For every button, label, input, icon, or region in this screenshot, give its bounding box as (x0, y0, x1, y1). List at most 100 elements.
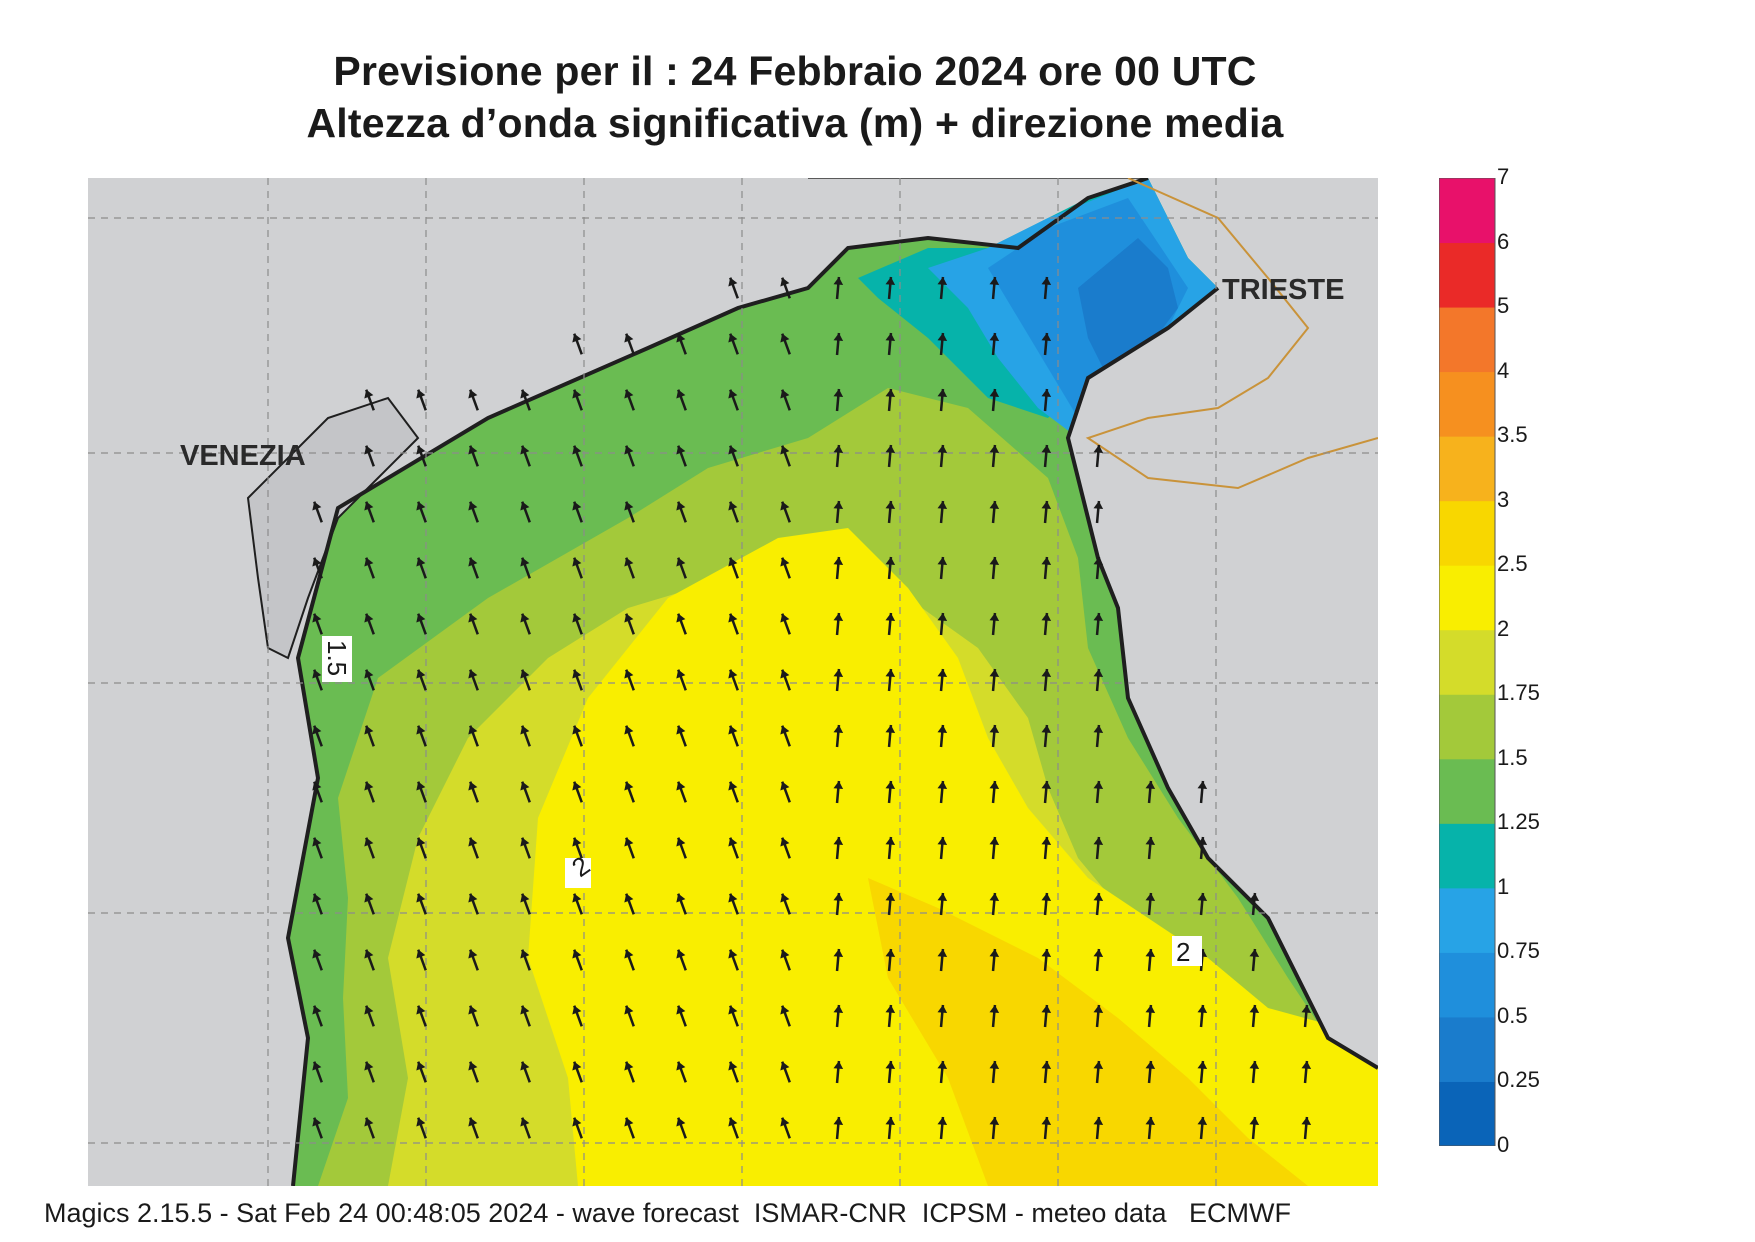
contour-labels: 1.5 2 2 (322, 636, 1202, 967)
wave-arrow-head (1093, 837, 1104, 846)
wave-arrow-head (364, 781, 374, 791)
wave-arrow-head (989, 949, 1000, 958)
wave-arrow-head (364, 557, 374, 567)
wave-arrow-head (885, 445, 896, 454)
wave-arrow-head (572, 557, 582, 567)
wave-arrow-head (520, 445, 530, 455)
legend-swatch (1439, 629, 1495, 695)
wave-arrow-head (833, 277, 844, 286)
wave-arrow-head (468, 949, 478, 959)
wave-arrow-head (1301, 1061, 1312, 1070)
wave-zone-0-25 (1078, 238, 1178, 378)
wave-arrow-head (312, 781, 322, 791)
wave-arrow-head (676, 669, 686, 679)
wave-arrow-head (312, 1117, 322, 1127)
wave-arrow-head (780, 1117, 790, 1127)
wave-arrow-head (833, 725, 844, 734)
wave-arrow-head (572, 501, 582, 511)
wave-arrow-head (1197, 837, 1208, 846)
wave-arrow-head (520, 725, 530, 735)
graticule (88, 178, 1378, 1186)
wave-arrow-head (1093, 1117, 1104, 1126)
wave-arrow-head (572, 333, 582, 343)
legend-swatch (1439, 1081, 1495, 1146)
wave-arrow-head (937, 1117, 948, 1126)
contour-label-box-mid (565, 858, 591, 888)
wave-arrow-head (728, 893, 738, 903)
wave-arrow-head (1041, 1005, 1052, 1014)
wave-arrow-head (312, 557, 322, 567)
wave-arrow-head (364, 669, 374, 679)
wave-arrow-head (1041, 669, 1052, 678)
legend-level-label: 0.5 (1497, 1002, 1528, 1028)
wave-arrow-head (520, 949, 530, 959)
wave-zone-2 (528, 528, 1378, 1186)
wave-arrow-head (937, 949, 948, 958)
wave-arrow-head (989, 1117, 1000, 1126)
wave-arrow-head (833, 1005, 844, 1014)
wave-arrow-head (416, 669, 426, 679)
wave-arrow-head (728, 669, 738, 679)
wave-arrow-head (780, 445, 790, 455)
wave-arrow-head (572, 893, 582, 903)
wave-arrow-head (989, 333, 1000, 342)
wave-arrow-head (833, 333, 844, 342)
wave-arrow-head (728, 501, 738, 511)
wave-arrow-head (1041, 333, 1052, 342)
wave-arrow-head (885, 725, 896, 734)
wave-arrow-head (416, 557, 426, 567)
wave-arrow-head (312, 893, 322, 903)
wave-arrow-head (989, 613, 1000, 622)
wave-arrow-head (416, 501, 426, 511)
wave-arrow-head (780, 837, 790, 847)
wave-arrow-head (520, 893, 530, 903)
wave-arrow-head (1041, 725, 1052, 734)
place-label-trieste: TRIESTE (1222, 274, 1345, 306)
wave-arrow-head (312, 1005, 322, 1015)
wave-arrow-head (989, 501, 1000, 510)
legend-level-label: 0.25 (1497, 1067, 1540, 1093)
wave-arrow-head (1301, 1005, 1312, 1014)
wave-arrow-head (780, 949, 790, 959)
wave-zone-2-5 (868, 878, 1308, 1186)
wave-arrow-head (1145, 893, 1156, 902)
wave-arrow-head (1041, 445, 1052, 454)
wave-arrow-head (728, 333, 738, 343)
wave-arrow-head (833, 445, 844, 454)
legend-swatch (1439, 823, 1495, 889)
wave-arrow-head (312, 613, 322, 623)
wave-arrow-head (937, 389, 948, 398)
wave-arrow-head (728, 949, 738, 959)
wave-arrow-head (1197, 1117, 1208, 1126)
wave-arrow-head (1197, 781, 1208, 790)
wave-arrow-head (1197, 893, 1208, 902)
wave-arrow-head (312, 669, 322, 679)
legend-level-label: 0.75 (1497, 938, 1540, 964)
wave-arrow-head (885, 893, 896, 902)
wave-arrow-head (520, 781, 530, 791)
wave-arrow-head (1093, 893, 1104, 902)
wave-arrow-head (989, 669, 1000, 678)
wave-arrow-head (520, 557, 530, 567)
wave-arrow-head (572, 781, 582, 791)
wave-arrow-head (937, 277, 948, 286)
wave-arrow-head (520, 389, 530, 399)
legend-swatch (1439, 952, 1495, 1018)
wave-arrow-head (364, 1005, 374, 1015)
wave-arrow-head (937, 557, 948, 566)
wave-arrow-head (780, 277, 790, 287)
wave-arrow-head (572, 837, 582, 847)
wave-arrow-head (833, 837, 844, 846)
legend-swatch (1439, 242, 1495, 308)
wave-arrow-head (780, 893, 790, 903)
wave-arrow-head (885, 837, 896, 846)
border-line (1085, 178, 1378, 490)
wave-arrow-head (833, 1117, 844, 1126)
wave-arrow-head (780, 781, 790, 791)
wave-arrow-head (624, 837, 634, 847)
wave-arrow-head (624, 501, 634, 511)
wave-arrow-head (624, 333, 634, 343)
legend-swatch (1439, 371, 1495, 437)
legend-swatch (1439, 565, 1495, 631)
wave-arrow-head (1249, 893, 1260, 902)
